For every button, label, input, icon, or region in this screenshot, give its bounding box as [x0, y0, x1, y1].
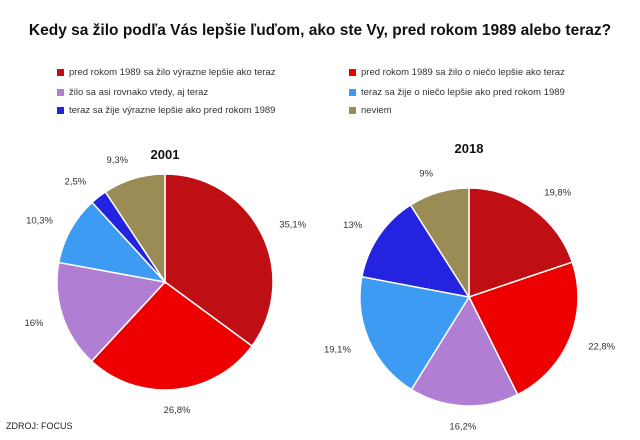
- pie-data-label: 26,8%: [164, 405, 191, 416]
- pie-data-label: 22,8%: [588, 342, 615, 353]
- chart-title: Kedy sa žilo podľa Vás lepšie ľuďom, ako…: [28, 22, 612, 39]
- pie-slice: [90, 280, 254, 391]
- legend-item: neviem: [349, 105, 392, 116]
- pie-chart-2001: 2001 35,1% 26,8% 16% 10,3% 2,5% 9,3%: [24, 147, 306, 416]
- legend-label: pred rokom 1989 sa žilo o niečo lepšie a…: [361, 67, 565, 78]
- legend-label: neviem: [361, 105, 392, 116]
- legend-label: teraz sa žije o niečo lepšie ako pred ro…: [361, 87, 565, 98]
- legend-swatch: [57, 89, 64, 96]
- pie-data-label: 2,5%: [65, 177, 87, 188]
- pie-slice: [56, 261, 167, 363]
- pie-data-label: 16,2%: [449, 421, 476, 432]
- legend-swatch: [349, 107, 356, 114]
- pie-title: 2001: [151, 147, 180, 162]
- pie-data-label: 10,3%: [26, 216, 53, 227]
- pie-data-label: 9,3%: [106, 155, 128, 166]
- legend-item: pred rokom 1989 sa žilo o niečo lepšie a…: [349, 67, 565, 78]
- pie-slice: [164, 173, 274, 348]
- pie-slice: [104, 173, 166, 285]
- legend-label: teraz sa žije výrazne lepšie ako pred ro…: [69, 105, 276, 116]
- pie-slice: [409, 187, 470, 300]
- pie-slice: [467, 261, 579, 396]
- pie-slice: [359, 275, 471, 391]
- pie-slice: [468, 187, 574, 299]
- pie-title: 2018: [455, 141, 484, 156]
- pie-slice: [361, 203, 471, 299]
- pie-chart-2018: 2018 19,8% 22,8% 16,2% 19,1% 13% 9%: [324, 141, 616, 432]
- legend-swatch: [57, 69, 64, 76]
- legend-item: teraz sa žije výrazne lepšie ako pred ro…: [57, 105, 275, 116]
- pie-slice: [410, 295, 519, 407]
- legend-label: žilo sa asi rovnako vtedy, aj teraz: [69, 87, 209, 98]
- pie-data-label: 9%: [419, 169, 433, 180]
- pie-data-label: 19,8%: [544, 188, 571, 199]
- pie-data-label: 13%: [343, 220, 363, 231]
- pie-data-label: 19,1%: [324, 344, 351, 355]
- source-note: ZDROJ: FOCUS: [6, 421, 73, 431]
- legend-item: žilo sa asi rovnako vtedy, aj teraz: [57, 87, 208, 98]
- legend-label: pred rokom 1989 sa žilo výrazne lepšie a…: [69, 67, 276, 78]
- legend-swatch: [57, 107, 64, 114]
- pie-slice: [57, 201, 168, 284]
- pie-data-label: 35,1%: [279, 220, 306, 231]
- legend-swatch: [349, 89, 356, 96]
- legend-item: teraz sa žije o niečo lepšie ako pred ro…: [349, 87, 565, 98]
- legend-swatch: [349, 69, 356, 76]
- pie-data-label: 16%: [24, 318, 44, 329]
- legend-item: pred rokom 1989 sa žilo výrazne lepšie a…: [57, 67, 275, 78]
